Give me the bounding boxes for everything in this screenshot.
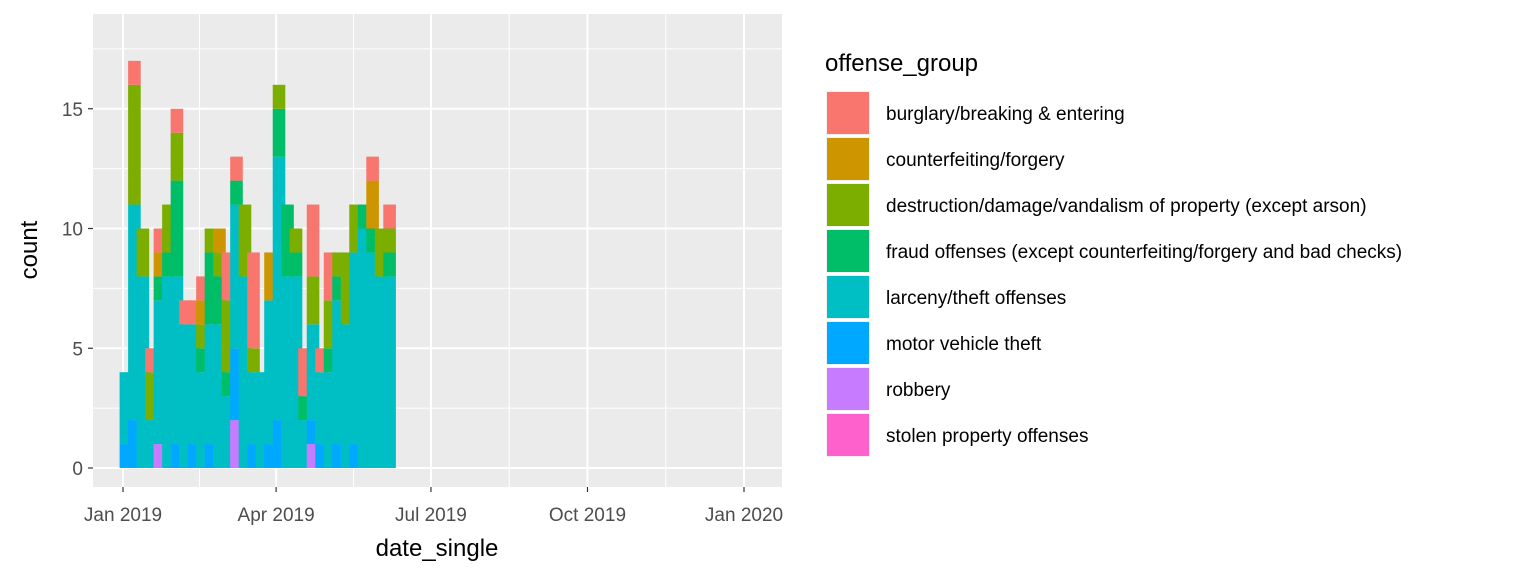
x-axis-title: date_single (376, 535, 499, 562)
x-tick-label: Jan 2019 (84, 505, 162, 526)
bar-segment (383, 204, 396, 229)
bar-segment (136, 228, 150, 277)
legend-swatch (827, 368, 869, 410)
legend-swatch (827, 184, 869, 226)
legend-label: destruction/damage/vandalism of property… (886, 196, 1367, 217)
bar-segment (383, 252, 396, 277)
y-tick-label: 15 (62, 100, 83, 121)
bar-segment (383, 228, 396, 253)
legend: offense_group burglary/breaking & enteri… (825, 50, 1402, 457)
x-tick-label: Oct 2019 (549, 505, 626, 526)
bar-segment (272, 108, 286, 157)
legend-label: fraud offenses (except counterfeiting/fo… (886, 242, 1402, 263)
y-tick-label: 5 (72, 339, 83, 360)
legend-label: burglary/breaking & entering (886, 104, 1125, 125)
legend-item: destruction/damage/vandalism of property… (826, 183, 1367, 227)
legend-label: stolen property offenses (886, 426, 1088, 447)
bar-stack (383, 204, 396, 468)
x-tick-label: Jan 2020 (705, 505, 783, 526)
bar-segment (170, 132, 184, 181)
bar-segment (230, 180, 243, 205)
legend-item: stolen property offenses (826, 413, 1088, 457)
legend-item: burglary/breaking & entering (826, 91, 1125, 135)
legend-swatch (827, 138, 869, 180)
legend-swatch (827, 322, 869, 364)
y-tick-label: 0 (72, 459, 83, 480)
legend-title: offense_group (825, 50, 978, 77)
bar-segment (128, 60, 141, 85)
bar-stacks (119, 60, 396, 468)
bar-segment (170, 108, 184, 133)
legend-label: larceny/theft offenses (886, 288, 1066, 309)
bar-segment (170, 180, 184, 277)
legend-item: fraud offenses (except counterfeiting/fo… (826, 229, 1402, 273)
legend-swatch (827, 230, 869, 272)
y-tick-label: 10 (62, 220, 83, 241)
legend-item: larceny/theft offenses (826, 275, 1066, 319)
bar-segment (383, 276, 396, 468)
bar-segment (289, 228, 303, 253)
bar-segment (247, 252, 260, 349)
bar-segment (366, 180, 379, 229)
bar-segment (230, 156, 243, 181)
legend-item: robbery (826, 367, 951, 411)
legend-item: motor vehicle theft (826, 321, 1042, 365)
legend-label: motor vehicle theft (886, 334, 1042, 355)
legend-swatch (827, 92, 869, 134)
legend-label: robbery (886, 380, 951, 401)
y-axis: 0 5 10 15 (62, 100, 93, 480)
bar-segment (366, 156, 379, 181)
x-axis: Jan 2019 Apr 2019 Jul 2019 Oct 2019 Jan 2020 (84, 487, 783, 526)
y-axis-title: count (16, 220, 43, 279)
bar-segment (306, 204, 320, 277)
legend-swatch (827, 276, 869, 318)
bar-segment (213, 228, 226, 253)
legend-item: counterfeiting/forgery (826, 137, 1065, 181)
bar-segment (247, 348, 260, 373)
bar-segment (306, 276, 320, 325)
bar-segment (272, 84, 286, 109)
bar-segment (289, 252, 303, 277)
bar-segment (128, 84, 141, 205)
legend-label: counterfeiting/forgery (886, 150, 1065, 171)
legend-swatch (827, 414, 869, 456)
x-tick-label: Jul 2019 (395, 505, 467, 526)
x-tick-label: Apr 2019 (238, 505, 315, 526)
